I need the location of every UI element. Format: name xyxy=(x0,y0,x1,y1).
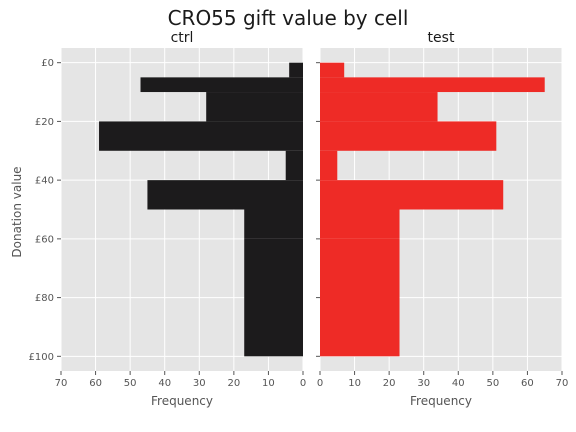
x-tick-label: 0 xyxy=(300,378,306,389)
histogram-bar xyxy=(99,121,304,151)
histogram-bar xyxy=(320,180,504,210)
x-tick-label: 60 xyxy=(89,378,102,389)
x-tick-label: 0 xyxy=(317,378,323,389)
y-tick-label: £40 xyxy=(35,176,54,187)
x-axis-label: Frequency xyxy=(151,394,213,408)
histogram-bar xyxy=(289,62,303,78)
y-tick-label: £60 xyxy=(35,234,54,245)
histogram-bar xyxy=(320,150,338,181)
x-tick-label: 20 xyxy=(383,378,396,389)
y-axis-label: Donation value xyxy=(10,166,24,257)
histogram-bar xyxy=(320,238,400,357)
panel-title: test xyxy=(428,30,455,46)
histogram-bar xyxy=(320,92,438,122)
histogram-bar xyxy=(147,180,303,210)
y-tick-label: £0 xyxy=(41,58,54,69)
y-tick-label: £20 xyxy=(35,117,54,128)
panel-title: ctrl xyxy=(171,30,194,46)
histogram-bar xyxy=(206,92,303,122)
x-tick-label: 40 xyxy=(158,378,171,389)
x-tick-label: 70 xyxy=(55,378,68,389)
x-tick-label: 20 xyxy=(227,378,240,389)
histogram-bar xyxy=(320,62,345,78)
panel-test: 0 10 20 30 40 50 60 70 test Frequency xyxy=(316,30,568,408)
chart-suptitle: CRO55 gift value by cell xyxy=(168,6,409,30)
histogram-bar xyxy=(320,77,545,93)
x-tick-label: 30 xyxy=(417,378,430,389)
y-tick-label: £100 xyxy=(29,352,54,363)
x-tick-label: 30 xyxy=(193,378,206,389)
x-tick-label: 10 xyxy=(348,378,361,389)
x-tick-label: 40 xyxy=(452,378,465,389)
histogram-bar xyxy=(285,150,303,181)
histogram-bar xyxy=(320,121,497,151)
x-tick-label: 70 xyxy=(556,378,569,389)
x-tick-label: 50 xyxy=(486,378,499,389)
x-axis-label: Frequency xyxy=(410,394,472,408)
histogram-bar xyxy=(244,209,303,239)
histogram-bar xyxy=(320,209,400,239)
x-tick-label: 10 xyxy=(262,378,275,389)
histogram-bar xyxy=(244,238,303,357)
y-tick-label: £80 xyxy=(35,293,54,304)
x-tick-label: 60 xyxy=(521,378,534,389)
x-tick-label: 50 xyxy=(124,378,137,389)
histogram-bar xyxy=(140,77,303,93)
panel-ctrl: 70 60 50 40 30 20 10 0 £0 £20 £40 £60 £80 £100 ctrl Fre… xyxy=(29,30,307,408)
